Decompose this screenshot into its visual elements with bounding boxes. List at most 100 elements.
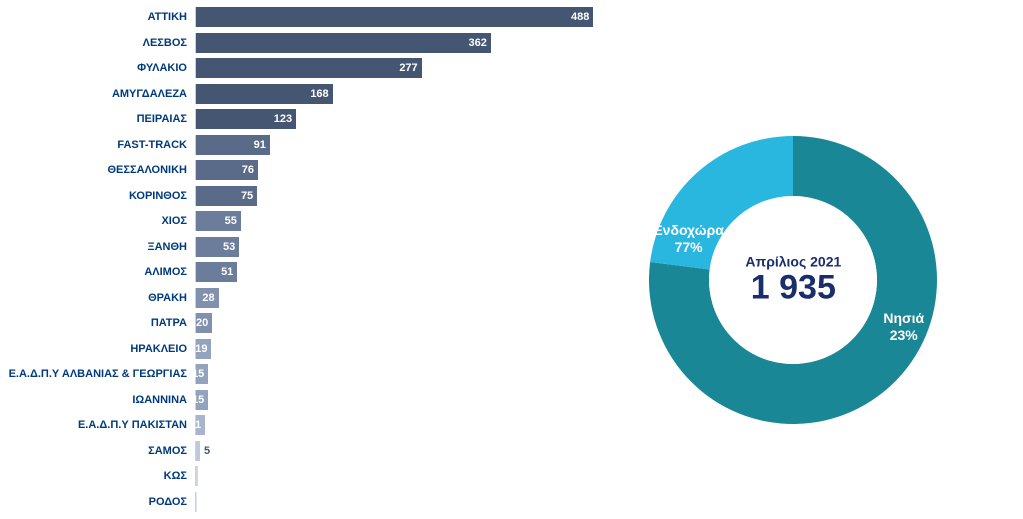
bar-row: FAST-TRACK91 bbox=[0, 133, 593, 158]
bar-row: ΗΡΑΚΛΕΙΟ19 bbox=[0, 337, 593, 362]
bar-fill: 15 bbox=[196, 364, 208, 384]
bar-row: ΠΕΙΡΑΙΑΣ 123 bbox=[0, 107, 593, 132]
bar-fill: 362 bbox=[196, 33, 491, 53]
bar-row: Ε.Α.Δ.Π.Υ ΠΑΚΙΣΤΑΝ11 bbox=[0, 413, 593, 438]
bar-category-label: ΛΕΣΒΟΣ bbox=[0, 37, 195, 49]
bar-value-label: 15 bbox=[192, 368, 204, 380]
slice-pct-0: 77% bbox=[675, 239, 703, 255]
donut-chart-area: Απρίλιος 2021 1 935 Ενδοχώρα 77% Νησιά 2… bbox=[593, 0, 1023, 519]
bar-value-label: 277 bbox=[399, 62, 417, 74]
bar-track bbox=[195, 466, 593, 486]
bar-fill: 123 bbox=[196, 109, 296, 129]
bar-fill: 51 bbox=[196, 262, 237, 282]
bar-row: ΑΤΤΙΚΗ 488 bbox=[0, 5, 593, 30]
bar-track: 75 bbox=[195, 186, 593, 206]
bar-fill: 53 bbox=[196, 237, 239, 257]
bar-track: 28 bbox=[195, 288, 593, 308]
bar-track: 123 bbox=[195, 109, 593, 129]
bar-category-label: ΑΤΤΙΚΗ bbox=[0, 11, 195, 23]
bar-category-label: ΦΥΛΑΚΙΟ bbox=[0, 62, 195, 74]
bar-value-label: 488 bbox=[571, 11, 589, 23]
bar-category-label: ΚΩΣ bbox=[0, 470, 195, 482]
dashboard: ΑΤΤΙΚΗ 488 ΛΕΣΒΟΣ 362 ΦΥΛΑΚΙΟ 277 ΑΜΥΓΔΑΛΕΖΑ 16… bbox=[0, 0, 1023, 519]
bar-row: ΧΙΟΣ 55 bbox=[0, 209, 593, 234]
bar-track: 76 bbox=[195, 160, 593, 180]
bar-row: ΘΕΣΣΑΛΟΝΙΚΗ 76 bbox=[0, 158, 593, 183]
bar-category-label: ΣΑΜΟΣ bbox=[0, 445, 195, 457]
bar-row: ΠΑΤΡΑ20 bbox=[0, 311, 593, 336]
bar-value-label: 76 bbox=[242, 164, 254, 176]
bar-category-label: ΑΛΙΜΟΣ bbox=[0, 266, 195, 278]
bar-category-label: ΘΡΑΚΗ bbox=[0, 292, 195, 304]
bar-fill: 91 bbox=[196, 135, 270, 155]
bar-row: ΘΡΑΚΗ 28 bbox=[0, 286, 593, 311]
bar-track: 15 bbox=[195, 364, 593, 384]
bar-value-label: 15 bbox=[192, 394, 204, 406]
bar-value-label: 51 bbox=[221, 266, 233, 278]
bar-category-label: ΘΕΣΣΑΛΟΝΙΚΗ bbox=[0, 164, 195, 176]
bar-category-label: Ε.Α.Δ.Π.Υ ΑΛΒΑΝΙΑΣ & ΓΕΩΡΓΙΑΣ bbox=[0, 368, 195, 380]
bar-track: 362 bbox=[195, 33, 593, 53]
bar-row: ΑΜΥΓΔΑΛΕΖΑ 168 bbox=[0, 82, 593, 107]
bar-category-label: ΑΜΥΓΔΑΛΕΖΑ bbox=[0, 88, 195, 100]
bar-track bbox=[195, 492, 593, 512]
bar-fill: 5 bbox=[196, 441, 200, 461]
bar-value-label: 5 bbox=[200, 445, 210, 457]
donut-period-label: Απρίλιος 2021 bbox=[713, 253, 873, 269]
bar-track: 51 bbox=[195, 262, 593, 282]
bar-track: 15 bbox=[195, 390, 593, 410]
bar-row: ΛΕΣΒΟΣ 362 bbox=[0, 31, 593, 56]
bar-category-label: FAST-TRACK bbox=[0, 139, 195, 151]
bar-value-label: 53 bbox=[223, 241, 235, 253]
bar-category-label: ΡΟΔΟΣ bbox=[0, 496, 195, 508]
bar-track: 11 bbox=[195, 415, 593, 435]
bar-value-label: 55 bbox=[225, 215, 237, 227]
bar-category-label: Ε.Α.Δ.Π.Υ ΠΑΚΙΣΤΑΝ bbox=[0, 419, 195, 431]
bar-fill: 20 bbox=[196, 313, 212, 333]
donut-chart: Απρίλιος 2021 1 935 Ενδοχώρα 77% Νησιά 2… bbox=[643, 130, 943, 430]
bar-category-label: ΧΙΟΣ bbox=[0, 215, 195, 227]
bar-track: 53 bbox=[195, 237, 593, 257]
donut-total-value: 1 935 bbox=[713, 269, 873, 306]
bar-fill: 19 bbox=[196, 339, 211, 359]
bar-track: 55 bbox=[195, 211, 593, 231]
bar-fill bbox=[196, 492, 197, 512]
slice-label-islands: Νησιά 23% bbox=[883, 310, 924, 344]
bar-row: ΦΥΛΑΚΙΟ 277 bbox=[0, 56, 593, 81]
bar-fill: 76 bbox=[196, 160, 258, 180]
bar-value-label: 20 bbox=[196, 317, 208, 329]
bar-value-label: 362 bbox=[468, 37, 486, 49]
bar-row: ΣΑΜΟΣ5 bbox=[0, 439, 593, 464]
bar-value-label: 75 bbox=[241, 190, 253, 202]
bar-row: ΙΩΑΝΝΙΝΑ15 bbox=[0, 388, 593, 413]
bar-fill: 488 bbox=[196, 7, 593, 27]
bar-row: ΚΩΣ bbox=[0, 464, 593, 489]
bar-fill bbox=[196, 466, 198, 486]
bar-value-label: 11 bbox=[189, 419, 201, 431]
slice-name-0: Ενδοχώρα bbox=[653, 222, 724, 238]
bar-row: ΚΟΡΙΝΘΟΣ75 bbox=[0, 184, 593, 209]
bar-value-label: 19 bbox=[195, 343, 207, 355]
bar-track: 91 bbox=[195, 135, 593, 155]
bar-fill: 55 bbox=[196, 211, 241, 231]
bar-category-label: ΠΕΙΡΑΙΑΣ bbox=[0, 113, 195, 125]
bar-value-label: 123 bbox=[274, 113, 292, 125]
slice-label-mainland: Ενδοχώρα 77% bbox=[653, 222, 724, 256]
bar-row: ΡΟΔΟΣ bbox=[0, 490, 593, 515]
bar-track: 20 bbox=[195, 313, 593, 333]
bar-fill: 168 bbox=[196, 84, 333, 104]
bar-category-label: ΗΡΑΚΛΕΙΟ bbox=[0, 343, 195, 355]
bar-track: 5 bbox=[195, 441, 593, 461]
bar-value-label: 28 bbox=[202, 292, 214, 304]
slice-pct-1: 23% bbox=[890, 327, 918, 343]
bar-category-label: ΠΑΤΡΑ bbox=[0, 317, 195, 329]
bar-track: 488 bbox=[195, 7, 593, 27]
bar-fill: 15 bbox=[196, 390, 208, 410]
bar-row: ΑΛΙΜΟΣ 51 bbox=[0, 260, 593, 285]
bar-track: 277 bbox=[195, 58, 593, 78]
bar-fill: 28 bbox=[196, 288, 219, 308]
bar-value-label: 168 bbox=[310, 88, 328, 100]
bar-category-label: ΙΩΑΝΝΙΝΑ bbox=[0, 394, 195, 406]
bar-track: 168 bbox=[195, 84, 593, 104]
donut-center: Απρίλιος 2021 1 935 bbox=[713, 253, 873, 306]
